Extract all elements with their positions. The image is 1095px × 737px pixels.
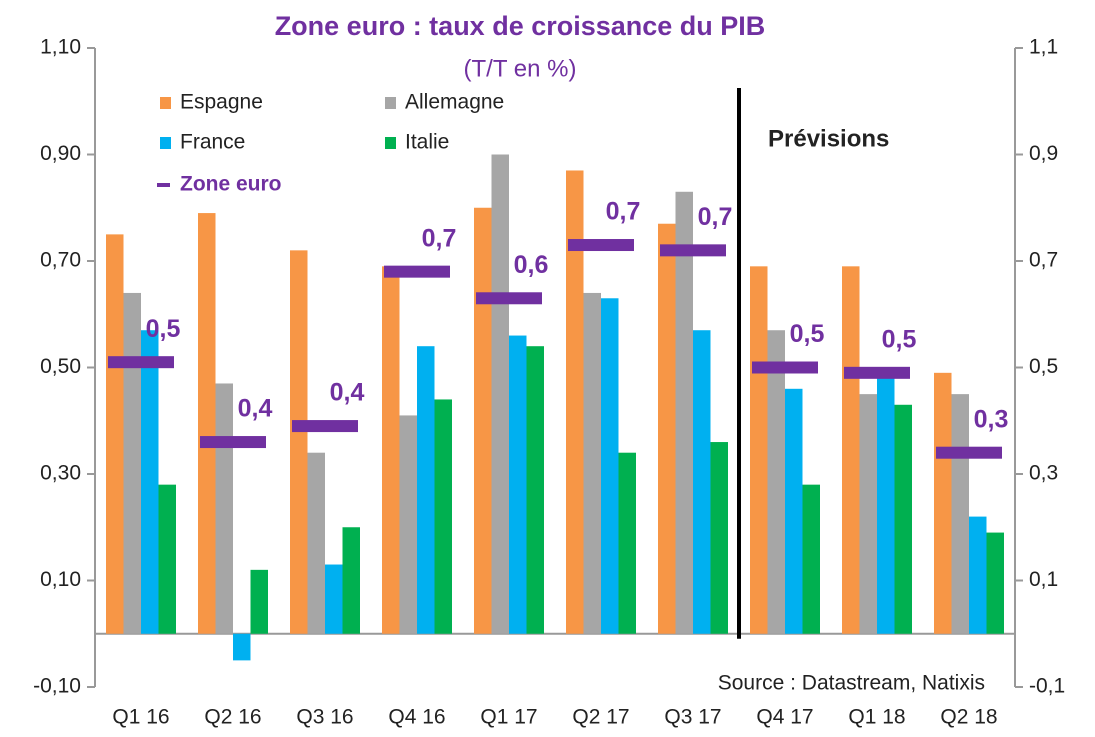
zone-marker — [292, 420, 358, 433]
zone-marker — [108, 356, 174, 369]
bar — [951, 394, 969, 634]
x-tick-label: Q1 17 — [480, 706, 537, 729]
bar — [658, 223, 676, 634]
y-tick-label: 0,70 — [40, 249, 81, 272]
bar — [934, 372, 952, 634]
bar — [158, 484, 176, 634]
chart-title: Zone euro : taux de croissance du PIB — [275, 11, 766, 41]
bar — [566, 170, 584, 634]
bar — [290, 250, 308, 634]
bar — [618, 452, 636, 634]
bar — [198, 213, 216, 634]
bar — [969, 516, 987, 634]
bar — [474, 207, 492, 634]
y2-tick-label: 0,1 — [1029, 568, 1058, 591]
bar — [307, 452, 325, 634]
bar — [399, 415, 417, 634]
zone-marker — [384, 265, 450, 278]
value-label: 0,5 — [790, 320, 825, 348]
legend-swatch — [385, 137, 396, 149]
value-label: 0,5 — [882, 325, 917, 353]
y-tick-label: 0,10 — [40, 568, 81, 591]
y-tick-label: 0,50 — [40, 355, 81, 378]
x-tick-label: Q1 18 — [848, 706, 905, 729]
bar — [215, 383, 233, 634]
bar — [123, 292, 141, 634]
y-tick-label: -0,10 — [33, 675, 81, 698]
x-tick-label: Q2 18 — [940, 706, 997, 729]
x-tick-label: Q1 16 — [112, 706, 169, 729]
value-label: 0,7 — [422, 224, 457, 252]
value-label: 0,4 — [238, 395, 273, 423]
zone-marker — [844, 366, 910, 379]
bar — [601, 298, 619, 634]
zone-marker — [936, 446, 1002, 459]
y2-tick-label: 1,1 — [1029, 36, 1058, 59]
y2-tick-label: 0,5 — [1029, 355, 1058, 378]
legend-label: Italie — [405, 131, 449, 154]
bar — [583, 292, 601, 634]
forecast-label: Prévisions — [768, 125, 889, 152]
value-label: 0,7 — [606, 198, 641, 226]
value-label: 0,5 — [146, 315, 181, 343]
bar — [491, 154, 509, 634]
legend-label: Zone euro — [180, 173, 282, 196]
legend-swatch — [157, 183, 170, 187]
legend-swatch — [160, 97, 171, 109]
y2-tick-label: 0,7 — [1029, 249, 1058, 272]
x-tick-label: Q4 16 — [388, 706, 445, 729]
bar — [233, 633, 251, 661]
x-tick-label: Q2 16 — [204, 706, 261, 729]
bar — [342, 527, 360, 634]
x-tick-label: Q4 17 — [756, 706, 813, 729]
zone-marker — [660, 244, 726, 257]
legend-label: Allemagne — [405, 91, 504, 114]
zone-marker — [200, 436, 266, 449]
bar — [785, 388, 803, 634]
y-tick-label: 0,90 — [40, 142, 81, 165]
y-tick-label: 1,10 — [40, 36, 81, 59]
bar — [710, 442, 728, 634]
y-tick-label: 0,30 — [40, 462, 81, 485]
bar — [675, 191, 693, 634]
value-label: 0,4 — [330, 379, 365, 407]
zone-marker — [568, 239, 634, 252]
bar — [141, 330, 159, 634]
bar — [509, 335, 527, 634]
legend-swatch — [385, 97, 396, 109]
bar — [750, 266, 768, 634]
bar — [434, 399, 452, 634]
legend-label: Espagne — [180, 91, 263, 114]
legend-label: France — [180, 131, 245, 154]
bar — [693, 330, 711, 634]
bar — [250, 569, 268, 634]
bar — [842, 266, 860, 634]
zone-marker — [476, 292, 542, 305]
zone-marker — [752, 361, 818, 374]
value-label: 0,6 — [514, 251, 549, 279]
bar — [859, 394, 877, 634]
bar — [382, 266, 400, 634]
value-label: 0,7 — [698, 203, 733, 231]
chart-subtitle: (T/T en %) — [464, 55, 577, 82]
x-tick-label: Q3 17 — [664, 706, 721, 729]
y2-tick-label: -0,1 — [1029, 675, 1065, 698]
x-tick-label: Q2 17 — [572, 706, 629, 729]
bar — [877, 372, 895, 634]
bar — [106, 234, 124, 634]
bar — [526, 346, 544, 634]
y2-tick-label: 0,3 — [1029, 462, 1058, 485]
bar — [767, 330, 785, 634]
bar — [986, 532, 1004, 634]
legend-swatch — [160, 137, 171, 149]
x-tick-label: Q3 16 — [296, 706, 353, 729]
y2-tick-label: 0,9 — [1029, 142, 1058, 165]
value-label: 0,3 — [974, 405, 1009, 433]
bar — [894, 404, 912, 634]
bar — [417, 346, 435, 634]
bar — [802, 484, 820, 634]
bar — [325, 564, 343, 634]
source-note: Source : Datastream, Natixis — [718, 672, 985, 695]
